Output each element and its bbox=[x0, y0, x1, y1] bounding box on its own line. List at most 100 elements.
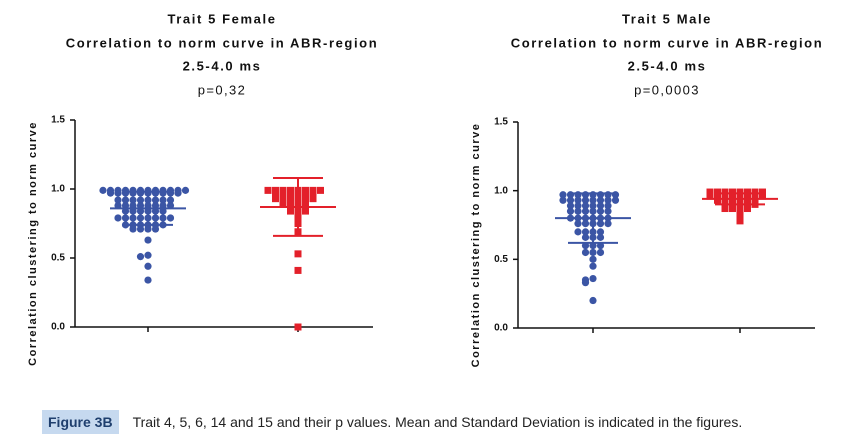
point bbox=[166, 189, 175, 197]
point bbox=[706, 188, 714, 196]
point bbox=[294, 250, 302, 258]
point bbox=[272, 195, 279, 203]
point bbox=[721, 188, 729, 196]
point bbox=[721, 205, 729, 213]
point bbox=[574, 228, 582, 236]
point bbox=[144, 262, 152, 270]
p-value: p=0,32 bbox=[198, 82, 247, 97]
point bbox=[596, 228, 605, 236]
point bbox=[581, 220, 590, 228]
point bbox=[581, 202, 590, 210]
caption-label: Figure 3B bbox=[42, 410, 119, 434]
point bbox=[136, 253, 145, 261]
point bbox=[287, 195, 294, 203]
y-tick-label: 1.5 bbox=[51, 115, 65, 126]
point bbox=[744, 196, 751, 204]
point bbox=[596, 202, 605, 210]
point bbox=[596, 196, 605, 204]
point bbox=[736, 205, 744, 213]
point bbox=[99, 186, 107, 194]
point bbox=[566, 202, 575, 210]
y-tick-label: 0.5 bbox=[51, 253, 65, 264]
y-tick-label: 1.0 bbox=[494, 185, 508, 196]
point bbox=[279, 189, 287, 197]
point bbox=[166, 196, 175, 204]
caption-text: Trait 4, 5, 6, 14 and 15 and their p val… bbox=[132, 414, 743, 430]
point bbox=[559, 196, 567, 204]
point bbox=[589, 248, 597, 257]
p-value: p=0,0003 bbox=[634, 82, 700, 97]
y-axis-label: Correlation clustering to norm curve bbox=[27, 121, 39, 366]
point bbox=[294, 266, 302, 274]
point bbox=[106, 189, 115, 197]
point bbox=[144, 276, 152, 284]
chart-title: Trait 5 Male bbox=[622, 11, 712, 26]
y-tick-label: 1.0 bbox=[51, 184, 65, 195]
point bbox=[744, 192, 751, 200]
point bbox=[309, 195, 317, 203]
point bbox=[309, 189, 317, 197]
point bbox=[151, 189, 160, 197]
point bbox=[736, 217, 744, 225]
point bbox=[729, 188, 736, 196]
chart-subtitle: Correlation to norm curve in ABR-region bbox=[66, 35, 379, 50]
point bbox=[729, 205, 736, 213]
point bbox=[287, 199, 294, 207]
point bbox=[581, 248, 590, 257]
point bbox=[581, 228, 590, 236]
point bbox=[302, 189, 309, 197]
point bbox=[589, 296, 597, 305]
point bbox=[151, 225, 160, 233]
point bbox=[129, 196, 137, 204]
point bbox=[151, 196, 160, 204]
point bbox=[714, 196, 721, 204]
point bbox=[129, 189, 137, 197]
point bbox=[287, 189, 294, 197]
point bbox=[121, 196, 130, 204]
point bbox=[279, 195, 287, 203]
point bbox=[751, 196, 759, 204]
point bbox=[574, 207, 582, 215]
point bbox=[759, 188, 766, 196]
point bbox=[279, 199, 287, 207]
point bbox=[181, 186, 190, 194]
point bbox=[566, 207, 575, 215]
point bbox=[729, 192, 736, 200]
point bbox=[581, 279, 590, 287]
point bbox=[744, 205, 751, 213]
point bbox=[581, 196, 590, 204]
point bbox=[174, 189, 182, 197]
point bbox=[121, 214, 130, 222]
point bbox=[759, 192, 766, 200]
point bbox=[559, 191, 567, 199]
point bbox=[136, 196, 145, 204]
point bbox=[302, 195, 309, 203]
point bbox=[114, 196, 122, 204]
point bbox=[604, 207, 612, 215]
point bbox=[604, 220, 612, 228]
point bbox=[136, 214, 145, 222]
point bbox=[287, 207, 294, 215]
point bbox=[294, 323, 302, 331]
chart-subtitle: Correlation to norm curve in ABR-region bbox=[511, 35, 824, 50]
point bbox=[317, 186, 324, 194]
point bbox=[751, 192, 759, 200]
point bbox=[136, 189, 145, 197]
point bbox=[151, 214, 160, 222]
point bbox=[589, 262, 597, 270]
point bbox=[596, 220, 605, 228]
chart-subtitle: 2.5-4.0 ms bbox=[628, 58, 707, 73]
point bbox=[596, 248, 605, 257]
point bbox=[129, 214, 137, 222]
point bbox=[736, 188, 744, 196]
chart-title: Trait 5 Female bbox=[167, 11, 276, 26]
point bbox=[721, 196, 729, 204]
point bbox=[604, 202, 612, 210]
point bbox=[574, 220, 582, 228]
point bbox=[159, 214, 167, 222]
point bbox=[144, 251, 152, 259]
point bbox=[589, 274, 597, 283]
point bbox=[121, 189, 130, 197]
point bbox=[721, 192, 729, 200]
point bbox=[581, 233, 590, 241]
